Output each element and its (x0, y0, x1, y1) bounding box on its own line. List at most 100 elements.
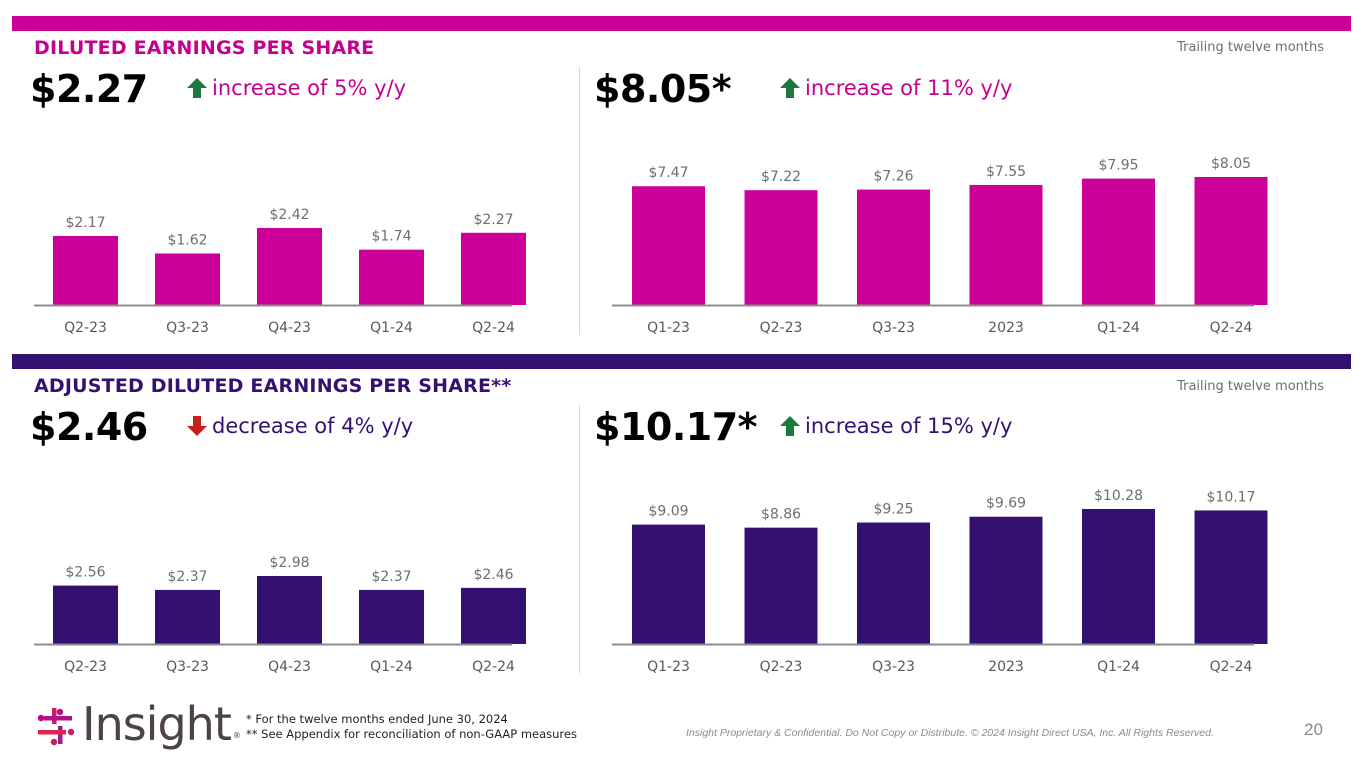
page-number: 20 (1304, 720, 1323, 739)
bar-2023 (969, 184, 1043, 305)
kpi-diluted-ttm: $8.05* (594, 67, 732, 111)
category-label: Q1-24 (1097, 659, 1140, 675)
data-label: $7.55 (986, 164, 1026, 180)
bar-q1-24 (1082, 178, 1155, 305)
category-label: Q2-24 (472, 659, 515, 675)
chart-diluted-quarterly: $2.17 Q2-23 $1.62 Q3-23 $2.42 Q4-23 $1.74 Q1-24… (34, 150, 546, 340)
change-text: increase of 5% y/y (212, 76, 407, 100)
footnote-ttm: * For the twelve months ended June 30, 2… (246, 712, 508, 726)
data-label: $9.25 (873, 502, 913, 518)
category-label: Q2-23 (760, 659, 803, 675)
chart-adjusted-quarterly: $2.56 Q2-23 $2.37 Q3-23 $2.98 Q4-23 $2.37 Q1-24… (34, 489, 546, 679)
data-label: $2.42 (269, 207, 309, 223)
bar-q2-24 (461, 232, 526, 305)
arrow-up-icon (780, 78, 800, 98)
change-diluted-quarter: increase of 5% y/y (186, 76, 406, 100)
category-label: Q3-23 (872, 659, 915, 675)
category-label: Q2-23 (64, 320, 107, 336)
legal-notice: Insight Proprietary & Confidential. Do N… (686, 727, 1214, 739)
bar-2023 (969, 516, 1043, 644)
section-band-adjusted (12, 354, 1351, 369)
footnotes: * For the twelve months ended June 30, 2… (246, 712, 577, 742)
chart-svg: $2.56 Q2-23 $2.37 Q3-23 $2.98 Q4-23 $2.37 Q1-24… (34, 555, 526, 675)
category-label: Q2-24 (1210, 659, 1253, 675)
chart-diluted-ttm: $7.47 Q1-23 $7.22 Q2-23 $7.26 Q3-23 $7.55 2023 $… (612, 150, 1288, 340)
data-label: $7.26 (873, 169, 913, 185)
data-label: $7.47 (648, 165, 688, 181)
bar-q2-23 (744, 190, 818, 305)
category-label: Q1-24 (370, 320, 413, 336)
chart-svg: $7.47 Q1-23 $7.22 Q2-23 $7.26 Q3-23 $7.55 2023 $… (612, 156, 1268, 336)
change-text: decrease of 4% y/y (212, 414, 414, 438)
bar-q3-23 (857, 189, 930, 305)
bar-q4-23 (257, 228, 322, 305)
section-band-diluted (12, 16, 1351, 31)
bar-q1-24 (359, 249, 424, 305)
data-label: $2.98 (269, 555, 309, 571)
category-label: Q3-23 (166, 320, 209, 336)
section-divider (579, 67, 580, 335)
category-label: Q3-23 (872, 320, 915, 336)
category-label: Q1-23 (647, 659, 690, 675)
data-label: $2.56 (65, 565, 105, 581)
category-label: Q1-23 (647, 320, 690, 336)
category-label: Q2-24 (472, 320, 515, 336)
bar-q3-23 (155, 253, 220, 305)
bar-q2-23 (53, 235, 118, 305)
category-label: Q2-24 (1210, 320, 1253, 336)
arrow-up-icon (780, 416, 800, 436)
insight-logo-mark-icon (37, 708, 75, 746)
bar-q3-23 (155, 589, 220, 644)
data-label: $9.09 (648, 504, 688, 520)
bar-q1-23 (632, 524, 705, 644)
bar-q2-23 (53, 585, 118, 644)
kpi-diluted-quarter: $2.27 (30, 67, 148, 111)
change-text: increase of 11% y/y (805, 76, 1013, 100)
data-label: $8.86 (761, 507, 801, 523)
ttm-label-adjusted: Trailing twelve months (1177, 379, 1324, 394)
data-label: $2.37 (371, 569, 411, 585)
data-label: $1.74 (371, 229, 411, 245)
change-text: increase of 15% y/y (805, 414, 1013, 438)
data-label: $2.17 (65, 215, 105, 231)
chart-adjusted-ttm: $9.09 Q1-23 $8.86 Q2-23 $9.25 Q3-23 $9.69 2023 $… (612, 488, 1288, 679)
change-diluted-ttm: increase of 11% y/y (779, 76, 1012, 100)
data-label: $1.62 (167, 232, 207, 248)
bar-q2-24 (1194, 177, 1268, 305)
bar-q1-23 (632, 186, 705, 305)
section-divider (579, 405, 580, 673)
category-label: Q1-24 (1097, 320, 1140, 336)
data-label: $2.37 (167, 569, 207, 585)
footnote-non-gaap: ** See Appendix for reconciliation of no… (246, 727, 577, 741)
insight-logo: Insight ® (36, 700, 241, 748)
category-label: Q2-23 (64, 659, 107, 675)
ttm-label-diluted: Trailing twelve months (1177, 40, 1324, 55)
category-label: Q3-23 (166, 659, 209, 675)
bar-q2-24 (461, 587, 526, 644)
change-adjusted-ttm: increase of 15% y/y (779, 414, 1012, 438)
chart-svg: $9.09 Q1-23 $8.86 Q2-23 $9.25 Q3-23 $9.69 2023 $… (612, 488, 1268, 675)
bar-q2-23 (744, 527, 818, 644)
category-label: Q1-24 (370, 659, 413, 675)
bar-q3-23 (857, 522, 930, 644)
category-label: Q4-23 (268, 659, 311, 675)
data-label: $8.05 (1211, 156, 1251, 172)
category-label: Q4-23 (268, 320, 311, 336)
data-label: $7.22 (761, 169, 801, 185)
data-label: $2.46 (473, 567, 513, 583)
chart-svg: $2.17 Q2-23 $1.62 Q3-23 $2.42 Q4-23 $1.74 Q1-24… (34, 207, 526, 336)
arrow-down-icon (187, 416, 207, 436)
kpi-adjusted-ttm: $10.17* (594, 405, 758, 449)
logo-wordmark: Insight (82, 697, 232, 751)
change-adjusted-quarter: decrease of 4% y/y (186, 414, 413, 438)
data-label: $2.27 (473, 212, 513, 228)
data-label: $7.95 (1098, 158, 1138, 174)
section-title-diluted: DILUTED EARNINGS PER SHARE (34, 37, 375, 59)
data-label: $10.17 (1207, 489, 1256, 505)
bar-q1-24 (1082, 509, 1155, 644)
data-label: $9.69 (986, 496, 1026, 512)
category-label: 2023 (988, 659, 1024, 675)
data-label: $10.28 (1094, 488, 1143, 504)
category-label: 2023 (988, 320, 1024, 336)
section-title-adjusted: ADJUSTED DILUTED EARNINGS PER SHARE** (34, 375, 512, 397)
